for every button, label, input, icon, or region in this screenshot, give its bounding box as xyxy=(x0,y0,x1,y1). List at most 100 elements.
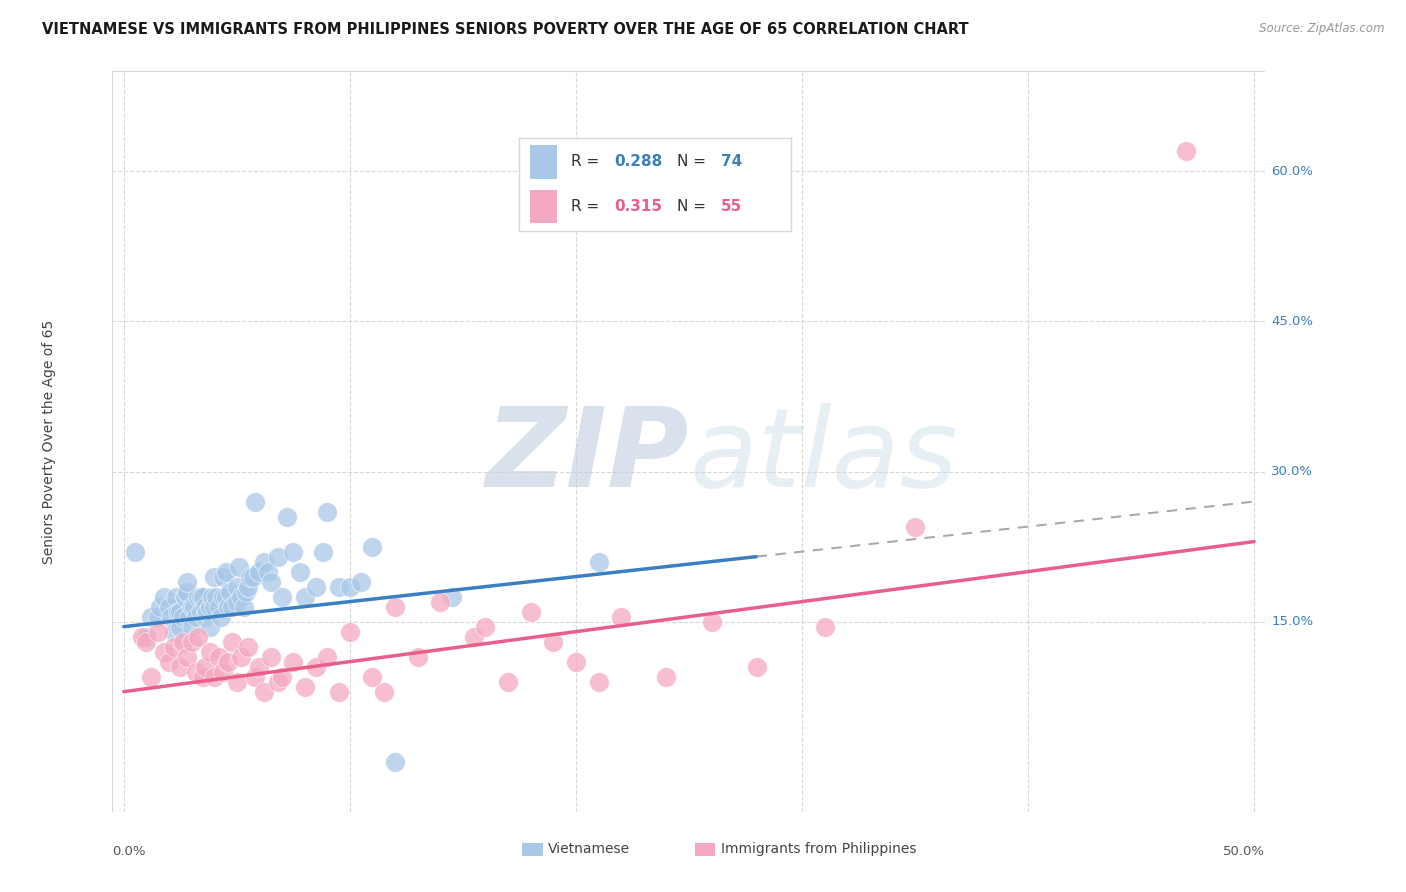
Point xyxy=(208,649,231,664)
Point xyxy=(242,569,264,583)
Text: Immigrants from Philippines: Immigrants from Philippines xyxy=(721,842,917,856)
Point xyxy=(153,590,176,604)
Point xyxy=(131,630,153,644)
Point xyxy=(124,544,146,558)
Point xyxy=(176,584,198,599)
Point xyxy=(328,580,350,594)
FancyBboxPatch shape xyxy=(530,145,557,178)
Point xyxy=(655,670,678,684)
Point xyxy=(146,624,169,639)
Point xyxy=(231,649,253,664)
Point xyxy=(271,590,294,604)
Point xyxy=(243,670,266,684)
Text: 0.315: 0.315 xyxy=(614,199,662,213)
Point xyxy=(169,620,191,634)
Point xyxy=(139,609,162,624)
Point xyxy=(212,590,235,604)
Point xyxy=(288,565,311,579)
Point xyxy=(305,580,328,594)
Point xyxy=(221,599,243,614)
Point xyxy=(187,630,209,644)
Point xyxy=(212,569,235,583)
Point xyxy=(169,659,191,673)
Point xyxy=(257,565,280,579)
Point xyxy=(202,670,225,684)
Point xyxy=(205,590,228,604)
Point xyxy=(384,755,406,769)
Text: 0.0%: 0.0% xyxy=(112,845,146,858)
Point xyxy=(176,649,198,664)
Point xyxy=(236,580,259,594)
Point xyxy=(194,599,217,614)
Point xyxy=(198,599,221,614)
Point xyxy=(316,649,339,664)
Point xyxy=(474,620,496,634)
Text: ZIP: ZIP xyxy=(485,403,689,510)
Point xyxy=(190,605,212,619)
FancyBboxPatch shape xyxy=(522,843,543,856)
Point xyxy=(294,590,316,604)
Point xyxy=(176,574,198,589)
Point xyxy=(253,684,276,698)
Point xyxy=(172,634,194,648)
Point xyxy=(217,655,239,669)
Text: Source: ZipAtlas.com: Source: ZipAtlas.com xyxy=(1260,22,1385,36)
Point xyxy=(173,590,195,604)
Text: N =: N = xyxy=(678,154,711,169)
Point xyxy=(179,609,201,624)
Point xyxy=(146,609,169,624)
Point xyxy=(463,630,485,644)
Point xyxy=(904,519,927,533)
Point xyxy=(588,555,610,569)
Point xyxy=(429,594,451,608)
Text: 45.0%: 45.0% xyxy=(1271,315,1313,328)
Point xyxy=(194,659,217,673)
Point xyxy=(283,655,305,669)
Point xyxy=(165,590,187,604)
Point xyxy=(183,599,205,614)
Text: R =: R = xyxy=(571,154,603,169)
Point xyxy=(294,680,316,694)
Point xyxy=(745,659,768,673)
Point xyxy=(191,670,214,684)
Point xyxy=(202,569,225,583)
Point xyxy=(197,605,219,619)
Point xyxy=(588,674,610,689)
Point xyxy=(135,630,157,644)
Point xyxy=(139,670,162,684)
Point xyxy=(180,634,202,648)
Point xyxy=(153,645,176,659)
Point xyxy=(266,674,288,689)
Text: Vietnamese: Vietnamese xyxy=(548,842,630,856)
Point xyxy=(236,640,259,654)
Point xyxy=(339,580,361,594)
Text: Seniors Poverty Over the Age of 65: Seniors Poverty Over the Age of 65 xyxy=(42,319,56,564)
Point xyxy=(235,584,257,599)
Text: 30.0%: 30.0% xyxy=(1271,465,1313,478)
Point xyxy=(221,634,243,648)
Point xyxy=(312,544,335,558)
Point xyxy=(149,599,172,614)
Point xyxy=(328,684,350,698)
Text: R =: R = xyxy=(571,199,603,213)
Point xyxy=(172,609,194,624)
Text: atlas: atlas xyxy=(689,403,957,510)
Point xyxy=(339,624,361,639)
Point xyxy=(350,574,373,589)
Point xyxy=(361,670,384,684)
Point xyxy=(214,565,236,579)
Point xyxy=(214,590,236,604)
Point xyxy=(543,634,565,648)
Point xyxy=(260,649,283,664)
Point xyxy=(231,590,253,604)
Text: N =: N = xyxy=(678,199,711,213)
Point xyxy=(201,590,224,604)
Point xyxy=(519,605,541,619)
FancyBboxPatch shape xyxy=(530,190,557,223)
Point xyxy=(406,649,429,664)
Point xyxy=(162,640,184,654)
Point xyxy=(169,605,191,619)
Point xyxy=(167,605,190,619)
Point xyxy=(253,555,276,569)
Point xyxy=(305,659,328,673)
